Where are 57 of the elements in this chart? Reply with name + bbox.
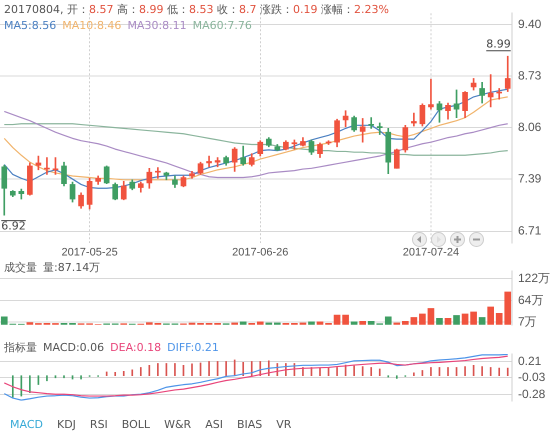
x-tick-label: 2017-07-24 (402, 246, 460, 258)
y-tick-label: 7万 (518, 314, 537, 328)
bar (444, 318, 452, 325)
bar (470, 312, 477, 325)
y-tick-label: 64万 (518, 292, 544, 307)
text: MA5:8.56 (4, 18, 56, 34)
text: MA60:7.76 (192, 18, 252, 34)
bar (436, 318, 443, 325)
bar (410, 317, 418, 325)
y-tick-label: -0.28 (518, 387, 546, 402)
text: MA10:8.46 (62, 18, 122, 34)
text: VR (276, 418, 292, 431)
y-tick-label: 122万 (518, 271, 550, 286)
y-tick-label: 6.71 (518, 224, 542, 238)
series-label: MACD:0.06 (43, 340, 104, 356)
bar (496, 313, 503, 325)
chart-title: 成交量 (4, 261, 37, 274)
y-tick-label: 0.21 (518, 354, 542, 368)
candlestick (454, 90, 460, 118)
candlestick (206, 156, 212, 168)
chart-title: 20170804, 开：8.57 高：8.99 低：8.53 收：8.7 涨跌：0.19 涨幅：2.23% (4, 3, 389, 16)
bar (0, 316, 8, 325)
text: W&R (164, 418, 192, 431)
text: BOLL (122, 418, 150, 431)
bar (453, 315, 460, 325)
y-tick-label: 7.39 (518, 171, 542, 186)
candlestick (428, 78, 434, 110)
text: RSI (90, 418, 108, 431)
candlestick (44, 157, 50, 175)
bar (384, 316, 392, 325)
text: MA30:8.11 (127, 18, 187, 34)
bar (478, 317, 486, 325)
bar (342, 314, 349, 325)
bar (487, 306, 494, 325)
bar (26, 322, 34, 325)
x-tick-label: 2017-05-25 (61, 246, 118, 258)
text: ASI (205, 418, 223, 431)
y-tick-label: 9.40 (518, 17, 542, 32)
text: MACD (10, 418, 43, 431)
bar (419, 314, 426, 325)
text: DEA:0.18 (110, 340, 162, 356)
bar (428, 308, 434, 325)
text: BIAS (236, 418, 262, 431)
chart-title: 指标量 (4, 341, 37, 354)
bar (504, 292, 512, 325)
y-tick-label: -0.03 (518, 370, 546, 384)
x-tick-label: 2017-06-26 (232, 246, 288, 258)
text: KDJ (56, 418, 76, 431)
candlestick (52, 157, 58, 175)
bar (308, 321, 315, 325)
y-tick-label: 8.73 (518, 68, 542, 82)
text: DIFF:0.21 (167, 340, 219, 356)
text: 量:87.14万 (43, 260, 100, 276)
y-tick-label: 8.06 (518, 120, 542, 134)
annotation: 6.92 (1, 220, 26, 233)
bar (462, 314, 468, 325)
annotation: 8.99 (486, 38, 511, 51)
